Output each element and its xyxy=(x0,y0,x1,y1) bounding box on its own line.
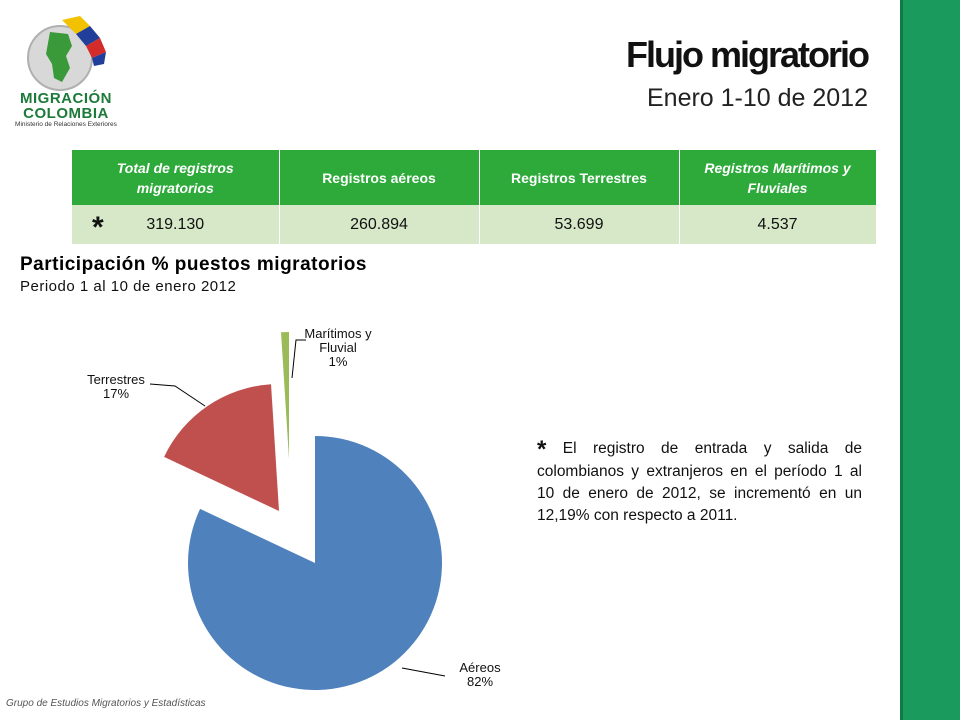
summary-header-row: Total de registros migratorios Registros… xyxy=(72,150,877,205)
header-aereos: Registros aéreos xyxy=(279,150,480,205)
note-text: El registro de entrada y salida de colom… xyxy=(537,440,862,524)
logo-line-1: MIGRACIÓN xyxy=(20,90,112,107)
pie-label-line: 17% xyxy=(103,386,129,401)
page-title: Flujo migratorio xyxy=(626,34,870,75)
pie-label-line: Fluvial xyxy=(319,340,357,355)
summary-value-row: * 319.130 260.894 53.699 4.537 xyxy=(72,205,877,244)
page-subtitle: Enero 1-10 de 2012 xyxy=(646,84,868,112)
pie-label-line: 1% xyxy=(329,354,348,369)
pie-label-line: Marítimos y xyxy=(304,326,372,341)
chart-subtitle: Periodo 1 al 10 de enero 2012 xyxy=(20,278,237,295)
footer-credit: Grupo de Estudios Migratorios y Estadíst… xyxy=(6,698,206,709)
pie-label-line: Aéreos xyxy=(459,660,501,675)
value-maritimos: 4.537 xyxy=(679,205,877,244)
header-total: Total de registros migratorios xyxy=(72,150,280,205)
header-terrestres: Registros Terrestres xyxy=(479,150,680,205)
value-aereos: 260.894 xyxy=(279,205,480,244)
pie-label-1: Terrestres 17% xyxy=(87,372,145,401)
logo-line-2: COLOMBIA xyxy=(23,105,109,122)
pie-slice-0 xyxy=(187,436,442,690)
pie-label-2: Marítimos y Fluvial 1% xyxy=(304,326,372,369)
pie-label-line: Terrestres xyxy=(87,372,145,387)
asterisk-marker: * xyxy=(92,211,104,244)
footnote: * El registro de entrada y salida de col… xyxy=(537,438,862,527)
right-sidebar xyxy=(900,0,960,720)
pie-leader-line-1 xyxy=(149,383,206,407)
value-total: 319.130 xyxy=(146,215,205,233)
chart-title: Participación % puestos migratorios xyxy=(20,254,367,275)
pie-leader-line-0 xyxy=(401,667,446,677)
pie-chart: Aéreos 82% Terrestres 17% Marítimos y Fluvial… xyxy=(87,326,501,690)
logo-text: MIGRACIÓN COLOMBIA Ministerio de Relacio… xyxy=(14,91,118,129)
summary-table: Total de registros migratorios Registros… xyxy=(72,150,877,244)
cell-total: * 319.130 xyxy=(72,205,280,244)
pie-slice-2 xyxy=(281,332,289,459)
header-maritimos: Registros Marítimos y Fluviales xyxy=(679,150,877,205)
logo-line-3: Ministerio de Relaciones Exteriores xyxy=(15,121,117,128)
pie-label-0: Aéreos 82% xyxy=(459,660,501,689)
migracion-colombia-logo xyxy=(27,16,106,91)
value-terrestres: 53.699 xyxy=(479,205,680,244)
note-asterisk: * xyxy=(537,436,547,463)
pie-label-line: 82% xyxy=(467,674,493,689)
pie-slice-1 xyxy=(164,384,279,511)
pie-leader-line-2 xyxy=(291,339,306,379)
